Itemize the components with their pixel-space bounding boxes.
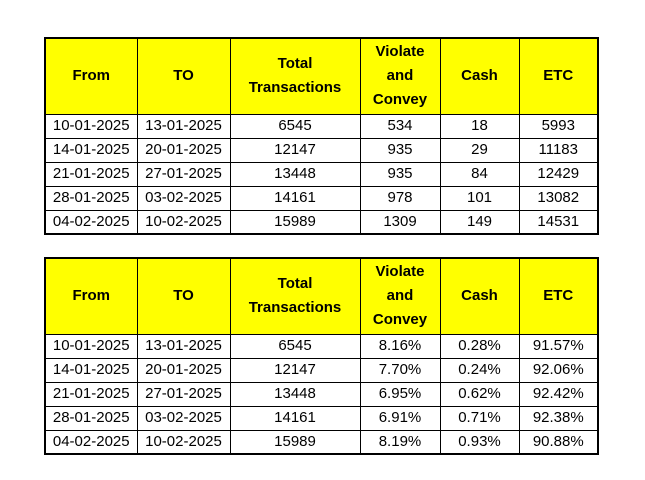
column-header-total-transactions: Total Transactions: [229, 257, 361, 335]
cell-cash: 0.62%: [439, 381, 520, 407]
cell-violate-and-convey: 935: [359, 161, 441, 187]
cell-to: 13-01-2025: [136, 113, 231, 139]
cell-total-transactions: 12147: [229, 357, 361, 383]
cell-total-transactions: 15989: [229, 209, 361, 235]
cell-cash: 0.71%: [439, 405, 520, 431]
cell-to: 03-02-2025: [136, 185, 231, 211]
cell-total-transactions: 15989: [229, 429, 361, 455]
cell-to: 10-02-2025: [136, 209, 231, 235]
cell-etc: 92.06%: [518, 357, 599, 383]
table-row: 04-02-2025 10-02-2025 15989 8.19% 0.93% …: [44, 429, 599, 455]
transaction-counts-table: From TO Total Transactions Violate and C…: [44, 37, 599, 235]
table-row: 21-01-2025 27-01-2025 13448 935 84 12429: [44, 161, 599, 187]
transaction-percent-table: From TO Total Transactions Violate and C…: [44, 257, 599, 455]
column-header-violate-and-convey: Violate and Convey: [359, 37, 441, 115]
header-row: From TO Total Transactions Violate and C…: [44, 37, 599, 115]
cell-violate-and-convey: 8.19%: [359, 429, 441, 455]
cell-violate-and-convey: 7.70%: [359, 357, 441, 383]
cell-cash: 0.24%: [439, 357, 520, 383]
cell-etc: 14531: [518, 209, 599, 235]
cell-from: 04-02-2025: [44, 209, 138, 235]
cell-cash: 0.28%: [439, 333, 520, 359]
cell-cash: 84: [439, 161, 520, 187]
cell-etc: 92.42%: [518, 381, 599, 407]
cell-etc: 91.57%: [518, 333, 599, 359]
table-row: 28-01-2025 03-02-2025 14161 6.91% 0.71% …: [44, 405, 599, 431]
cell-cash: 29: [439, 137, 520, 163]
header-row: From TO Total Transactions Violate and C…: [44, 257, 599, 335]
cell-from: 14-01-2025: [44, 357, 138, 383]
column-header-from: From: [44, 257, 138, 335]
cell-from: 04-02-2025: [44, 429, 138, 455]
cell-total-transactions: 13448: [229, 161, 361, 187]
cell-from: 21-01-2025: [44, 381, 138, 407]
table-row: 14-01-2025 20-01-2025 12147 935 29 11183: [44, 137, 599, 163]
cell-violate-and-convey: 6.91%: [359, 405, 441, 431]
column-header-etc: ETC: [518, 37, 599, 115]
cell-from: 14-01-2025: [44, 137, 138, 163]
cell-from: 10-01-2025: [44, 333, 138, 359]
cell-total-transactions: 6545: [229, 113, 361, 139]
cell-violate-and-convey: 935: [359, 137, 441, 163]
cell-etc: 5993: [518, 113, 599, 139]
cell-violate-and-convey: 1309: [359, 209, 441, 235]
table-row: 28-01-2025 03-02-2025 14161 978 101 1308…: [44, 185, 599, 211]
table-row: 21-01-2025 27-01-2025 13448 6.95% 0.62% …: [44, 381, 599, 407]
column-header-cash: Cash: [439, 257, 520, 335]
cell-total-transactions: 14161: [229, 405, 361, 431]
column-header-from: From: [44, 37, 138, 115]
table-row: 10-01-2025 13-01-2025 6545 8.16% 0.28% 9…: [44, 333, 599, 359]
column-header-total-transactions: Total Transactions: [229, 37, 361, 115]
cell-to: 13-01-2025: [136, 333, 231, 359]
cell-etc: 13082: [518, 185, 599, 211]
column-header-cash: Cash: [439, 37, 520, 115]
cell-from: 28-01-2025: [44, 405, 138, 431]
cell-cash: 149: [439, 209, 520, 235]
column-header-violate-and-convey: Violate and Convey: [359, 257, 441, 335]
cell-total-transactions: 6545: [229, 333, 361, 359]
column-header-to: TO: [136, 37, 231, 115]
cell-from: 28-01-2025: [44, 185, 138, 211]
cell-to: 20-01-2025: [136, 137, 231, 163]
cell-to: 27-01-2025: [136, 381, 231, 407]
cell-total-transactions: 13448: [229, 381, 361, 407]
cell-violate-and-convey: 534: [359, 113, 441, 139]
cell-violate-and-convey: 978: [359, 185, 441, 211]
cell-etc: 12429: [518, 161, 599, 187]
cell-etc: 90.88%: [518, 429, 599, 455]
cell-cash: 0.93%: [439, 429, 520, 455]
column-header-etc: ETC: [518, 257, 599, 335]
cell-to: 20-01-2025: [136, 357, 231, 383]
cell-etc: 11183: [518, 137, 599, 163]
cell-total-transactions: 14161: [229, 185, 361, 211]
column-header-to: TO: [136, 257, 231, 335]
cell-violate-and-convey: 8.16%: [359, 333, 441, 359]
cell-cash: 18: [439, 113, 520, 139]
cell-from: 21-01-2025: [44, 161, 138, 187]
cell-total-transactions: 12147: [229, 137, 361, 163]
cell-to: 27-01-2025: [136, 161, 231, 187]
cell-violate-and-convey: 6.95%: [359, 381, 441, 407]
cell-cash: 101: [439, 185, 520, 211]
cell-to: 10-02-2025: [136, 429, 231, 455]
table-row: 04-02-2025 10-02-2025 15989 1309 149 145…: [44, 209, 599, 235]
table-row: 10-01-2025 13-01-2025 6545 534 18 5993: [44, 113, 599, 139]
table-row: 14-01-2025 20-01-2025 12147 7.70% 0.24% …: [44, 357, 599, 383]
cell-etc: 92.38%: [518, 405, 599, 431]
cell-from: 10-01-2025: [44, 113, 138, 139]
cell-to: 03-02-2025: [136, 405, 231, 431]
